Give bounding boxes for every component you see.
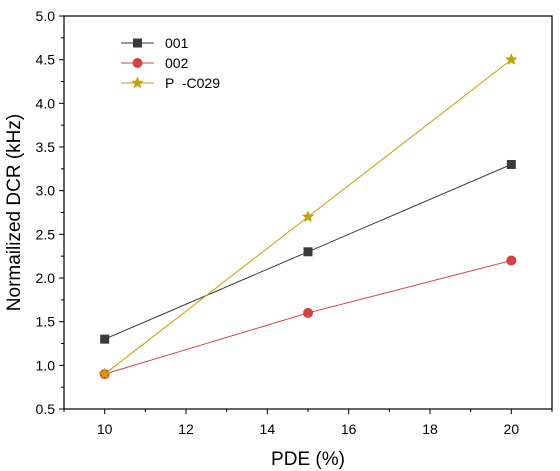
y-tick-label: 4.5	[36, 52, 56, 68]
data-point	[98, 367, 112, 380]
data-point	[504, 52, 518, 66]
legend-marker	[133, 38, 142, 48]
series-layer	[98, 52, 518, 380]
x-tick-label: 12	[178, 421, 194, 437]
legend-label: P -C029	[165, 75, 220, 91]
data-point	[303, 247, 313, 257]
y-ticks: 0.5 1.0 1.5 2.0 2.5 3.0 3.5 4.0 4.5 5.0	[36, 8, 64, 417]
data-point	[303, 307, 313, 318]
y-tick-label: 5.0	[36, 8, 56, 24]
legend-item: P -C029	[121, 75, 220, 91]
y-tick-label: 3.5	[36, 139, 56, 155]
legend-item: 001	[121, 35, 189, 51]
legend: 001 002 P -C029	[121, 35, 220, 91]
series-2	[99, 255, 517, 380]
legend-item: 002	[121, 55, 189, 71]
series-1	[100, 159, 516, 344]
y-tick-label: 1.5	[36, 314, 56, 330]
data-point	[506, 159, 516, 169]
y-tick-label: 2.0	[36, 270, 56, 286]
x-tick-label: 10	[97, 421, 113, 437]
y-tick-label: 3.0	[36, 183, 56, 199]
x-axis-label: PDE (%)	[271, 449, 345, 470]
y-tick-label: 0.5	[36, 401, 56, 417]
x-tick-label: 16	[341, 421, 357, 437]
data-point	[301, 210, 315, 223]
y-tick-label: 1.0	[36, 357, 56, 373]
x-tick-label: 14	[260, 421, 276, 437]
data-point	[506, 255, 517, 266]
y-axis-label: Normailized DCR (kHz)	[4, 114, 25, 311]
legend-label: 002	[165, 55, 189, 71]
legend-marker	[131, 76, 144, 89]
y-tick-label: 4.0	[36, 95, 56, 111]
legend-marker	[132, 58, 143, 68]
y-tick-label: 2.5	[36, 226, 56, 242]
legend-label: 001	[165, 35, 189, 51]
data-point	[100, 334, 110, 344]
x-tick-label: 20	[504, 421, 520, 437]
series-3	[98, 52, 518, 380]
x-ticks: 10 12 14 16 18 20	[63, 409, 553, 437]
x-tick-label: 18	[422, 421, 438, 437]
